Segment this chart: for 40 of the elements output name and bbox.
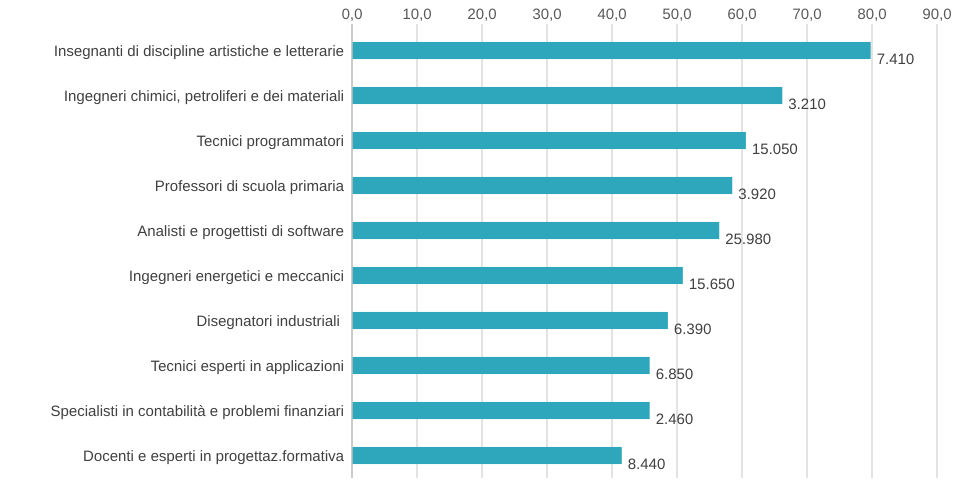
y-tick-label: Insegnanti di discipline artistiche e letterarie <box>54 42 344 60</box>
annotation: 6.850 <box>656 366 694 383</box>
annotation: 15.050 <box>752 140 798 158</box>
bar <box>352 266 683 284</box>
y-tick-label: Analisti e progettisti di software <box>137 222 344 240</box>
y-tick-label: Disegnatori industriali <box>196 312 344 330</box>
y-tick-label: Specialisti in contabilità e problemi finanziari <box>50 402 344 420</box>
x-tick-label: 30,0 <box>532 6 562 23</box>
annotation: 25.980 <box>725 230 772 248</box>
x-tick-label: 10,0 <box>402 6 432 23</box>
y-tick-label: Tecnici programmatori <box>196 132 344 150</box>
annotation: 6.390 <box>674 320 712 338</box>
x-tick-label: 60,0 <box>727 6 757 23</box>
annotation: 3.920 <box>738 186 776 203</box>
annotation: 8.440 <box>628 456 666 473</box>
annotation: 2.460 <box>656 410 694 428</box>
bar <box>352 132 746 150</box>
annotation: 3.210 <box>788 96 826 113</box>
x-tick-label: 40,0 <box>597 6 627 23</box>
y-tick-label: Tecnici esperti in applicazioni <box>150 358 344 375</box>
bar <box>352 86 782 104</box>
x-tick-label: 20,0 <box>467 6 497 23</box>
bar <box>352 402 650 420</box>
y-tick-label: Ingegneri energetici e meccanici <box>128 268 344 285</box>
x-tick-label: 0,0 <box>342 6 362 23</box>
bar <box>352 222 720 240</box>
bar <box>352 42 871 60</box>
bar <box>352 176 732 194</box>
bar <box>352 356 650 374</box>
bar <box>352 446 622 464</box>
x-tick-label: 90,0 <box>922 6 952 23</box>
bar <box>352 312 668 330</box>
annotation: 15.650 <box>688 276 735 293</box>
y-tick-label: Docenti e esperti in progettaz.formativa <box>83 448 345 465</box>
x-tick-label: 70,0 <box>792 6 822 23</box>
x-tick-label: 80,0 <box>857 6 887 23</box>
annotation: 7.410 <box>876 50 914 68</box>
y-tick-label: Ingegneri chimici, petroliferi e dei materiali <box>64 88 344 105</box>
y-tick-label: Professori di scuola primaria <box>154 178 345 195</box>
x-tick-label: 50,0 <box>662 6 692 23</box>
